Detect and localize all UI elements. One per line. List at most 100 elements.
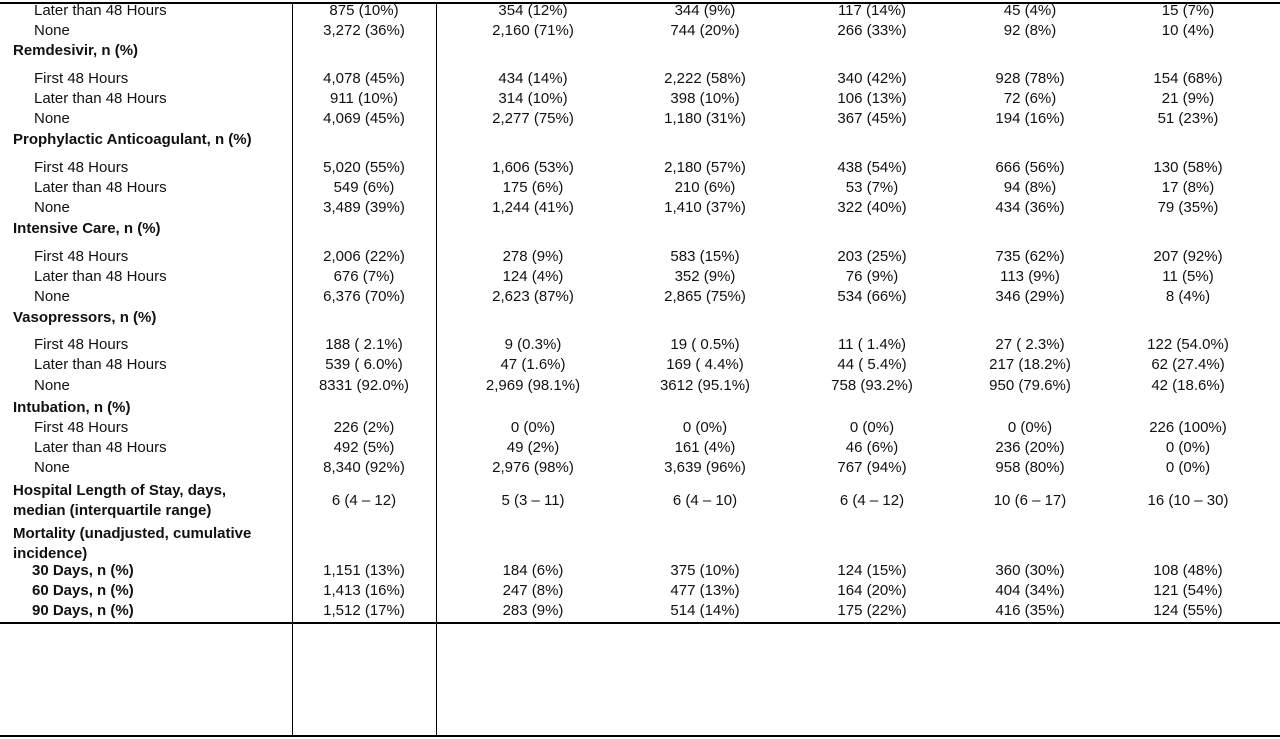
cell-col-4: 266 (33%) — [837, 22, 907, 39]
table-row: Later than 48 Hours 549 (6%) 175 (6%) 210 (… — [0, 178, 1280, 198]
row-label: 30 Days, n (%) — [32, 562, 134, 579]
row-label: Intubation, n (%) — [13, 399, 131, 416]
table-row: First 48 Hours 5,020 (55%) 1,606 (53%) 2,18… — [0, 158, 1280, 178]
cell-col-6: 121 (54%) — [1153, 582, 1223, 599]
cell-col-2: 1,606 (53%) — [492, 159, 574, 176]
cell-col-2: 434 (14%) — [498, 70, 568, 87]
cell-col-4: 53 (7%) — [845, 179, 899, 196]
cell-col-1: 3,272 (36%) — [323, 22, 405, 39]
section-header-row: Prophylactic Anticoagulant, n (%) — [0, 130, 1280, 150]
cell-col-4: 340 (42%) — [837, 70, 907, 87]
cell-col-3: 1,410 (37%) — [664, 199, 746, 216]
cell-col-3: 0 (0%) — [682, 419, 728, 436]
row-label-line-2: median (interquartile range) — [13, 502, 212, 519]
cell-col-2: 175 (6%) — [502, 179, 564, 196]
cell-col-1: 3,489 (39%) — [323, 199, 405, 216]
cell-col-2: 2,277 (75%) — [492, 110, 574, 127]
cell-col-4: 322 (40%) — [837, 199, 907, 216]
cell-col-5: 950 (79.6%) — [989, 377, 1071, 394]
cell-col-4: 164 (20%) — [837, 582, 907, 599]
row-label: Later than 48 Hours — [34, 179, 167, 196]
cell-col-5: 113 (9%) — [1000, 268, 1060, 285]
cell-col-4: 758 (93.2%) — [831, 377, 913, 394]
table-row: First 48 Hours 4,078 (45%) 434 (14%) 2,222 … — [0, 69, 1280, 89]
cell-col-5: 0 (0%) — [1007, 419, 1053, 436]
row-label: None — [34, 110, 70, 127]
column-divider-left — [292, 2, 293, 737]
cell-col-4: 367 (45%) — [837, 110, 907, 127]
cell-col-3: 3,639 (96%) — [664, 459, 746, 476]
cell-col-1: 4,069 (45%) — [323, 110, 405, 127]
cell-col-6: 226 (100%) — [1149, 419, 1227, 436]
cell-col-5: 928 (78%) — [995, 70, 1065, 87]
table-row: First 48 Hours 188 ( 2.1%) 9 (0.3%) 19 ( 0.… — [0, 335, 1280, 355]
cell-col-3: 344 (9%) — [674, 2, 736, 19]
cell-col-1: 911 (10%) — [329, 90, 399, 107]
cell-col-6: 124 (55%) — [1153, 602, 1223, 619]
row-label-line-1: Mortality (unadjusted, cumulative — [13, 525, 252, 542]
cell-col-1: 8331 (92.0%) — [318, 377, 410, 394]
cell-col-5: 72 (6%) — [1003, 90, 1057, 107]
cell-col-3: 514 (14%) — [670, 602, 740, 619]
table-row: First 48 Hours 2,006 (22%) 278 (9%) 583 (15… — [0, 247, 1280, 267]
cell-col-6: 79 (35%) — [1157, 199, 1219, 216]
section-header-row: Intensive Care, n (%) — [0, 219, 1280, 239]
cell-col-5: 92 (8%) — [1003, 22, 1057, 39]
row-label: Later than 48 Hours — [34, 90, 167, 107]
cell-col-3: 2,865 (75%) — [664, 288, 746, 305]
cell-col-2: 2,976 (98%) — [492, 459, 574, 476]
row-label: Prophylactic Anticoagulant, n (%) — [13, 131, 252, 148]
table-row: Later than 48 Hours 875 (10%) 354 (12%) 344… — [0, 1, 1280, 21]
cell-col-5: 735 (62%) — [995, 248, 1065, 265]
row-label: 90 Days, n (%) — [32, 602, 134, 619]
cell-col-5: 360 (30%) — [995, 562, 1065, 579]
cell-col-5: 217 (18.2%) — [989, 356, 1071, 373]
cell-col-6: 10 (4%) — [1161, 22, 1215, 39]
table-row: None 8331 (92.0%) 2,969 (98.1%) 3612 (95.1%… — [0, 376, 1280, 396]
cell-col-1: 549 (6%) — [333, 179, 395, 196]
row-label: First 48 Hours — [34, 248, 129, 265]
table-row: Later than 48 Hours 539 ( 6.0%) 47 (1.6%) 1… — [0, 355, 1280, 375]
cell-col-2: 283 (9%) — [502, 602, 564, 619]
row-label-line-2: incidence) — [13, 545, 88, 562]
cell-col-6: 122 (54.0%) — [1147, 336, 1229, 353]
table-row: Later than 48 Hours 676 (7%) 124 (4%) 352 (… — [0, 267, 1280, 287]
cell-col-4: 124 (15%) — [837, 562, 907, 579]
row-label: Hospital Length of Stay, days, median (in… — [13, 481, 226, 521]
cell-col-2: 278 (9%) — [502, 248, 564, 265]
cell-col-3: 744 (20%) — [670, 22, 740, 39]
cell-col-2: 9 (0.3%) — [504, 336, 562, 353]
cell-col-2: 2,160 (71%) — [492, 22, 574, 39]
cell-col-3: 375 (10%) — [670, 562, 740, 579]
cell-col-6: 207 (92%) — [1153, 248, 1223, 265]
table-row: None 6,376 (70%) 2,623 (87%) 2,865 (75%) 534… — [0, 287, 1280, 307]
table-row: None 8,340 (92%) 2,976 (98%) 3,639 (96%) 767… — [0, 458, 1280, 478]
cell-col-4: 0 (0%) — [849, 419, 895, 436]
section-header-row: Remdesivir, n (%) — [0, 41, 1280, 61]
cell-col-5: 45 (4%) — [1003, 2, 1057, 19]
cell-col-5: 416 (35%) — [995, 602, 1065, 619]
cell-col-6: 108 (48%) — [1153, 562, 1223, 579]
cell-col-2: 184 (6%) — [502, 562, 564, 579]
cell-col-6: 17 (8%) — [1161, 179, 1215, 196]
cell-col-3: 477 (13%) — [670, 582, 740, 599]
row-label: Later than 48 Hours — [34, 356, 167, 373]
table-row: Later than 48 Hours 911 (10%) 314 (10%) 398… — [0, 89, 1280, 109]
cell-col-1: 492 (5%) — [333, 439, 395, 456]
section-header-row: Mortality (unadjusted, cumulative inciden… — [0, 524, 1280, 564]
cell-col-4: 438 (54%) — [837, 159, 907, 176]
cell-col-3: 398 (10%) — [670, 90, 740, 107]
cell-col-5: 404 (34%) — [995, 582, 1065, 599]
cell-col-6: 154 (68%) — [1153, 70, 1223, 87]
cell-col-3: 6 (4 – 10) — [672, 492, 738, 509]
cell-col-5: 236 (20%) — [995, 439, 1065, 456]
cell-col-4: 767 (94%) — [837, 459, 907, 476]
cell-col-3: 19 ( 0.5%) — [670, 336, 740, 353]
table-row: None 3,272 (36%) 2,160 (71%) 744 (20%) 266 (… — [0, 21, 1280, 41]
cell-col-1: 875 (10%) — [329, 2, 399, 19]
cell-col-1: 1,151 (13%) — [323, 562, 405, 579]
cell-col-1: 1,512 (17%) — [323, 602, 405, 619]
row-label: Remdesivir, n (%) — [13, 42, 139, 59]
cell-col-5: 958 (80%) — [995, 459, 1065, 476]
table-row: None 3,489 (39%) 1,244 (41%) 1,410 (37%) 322… — [0, 198, 1280, 218]
